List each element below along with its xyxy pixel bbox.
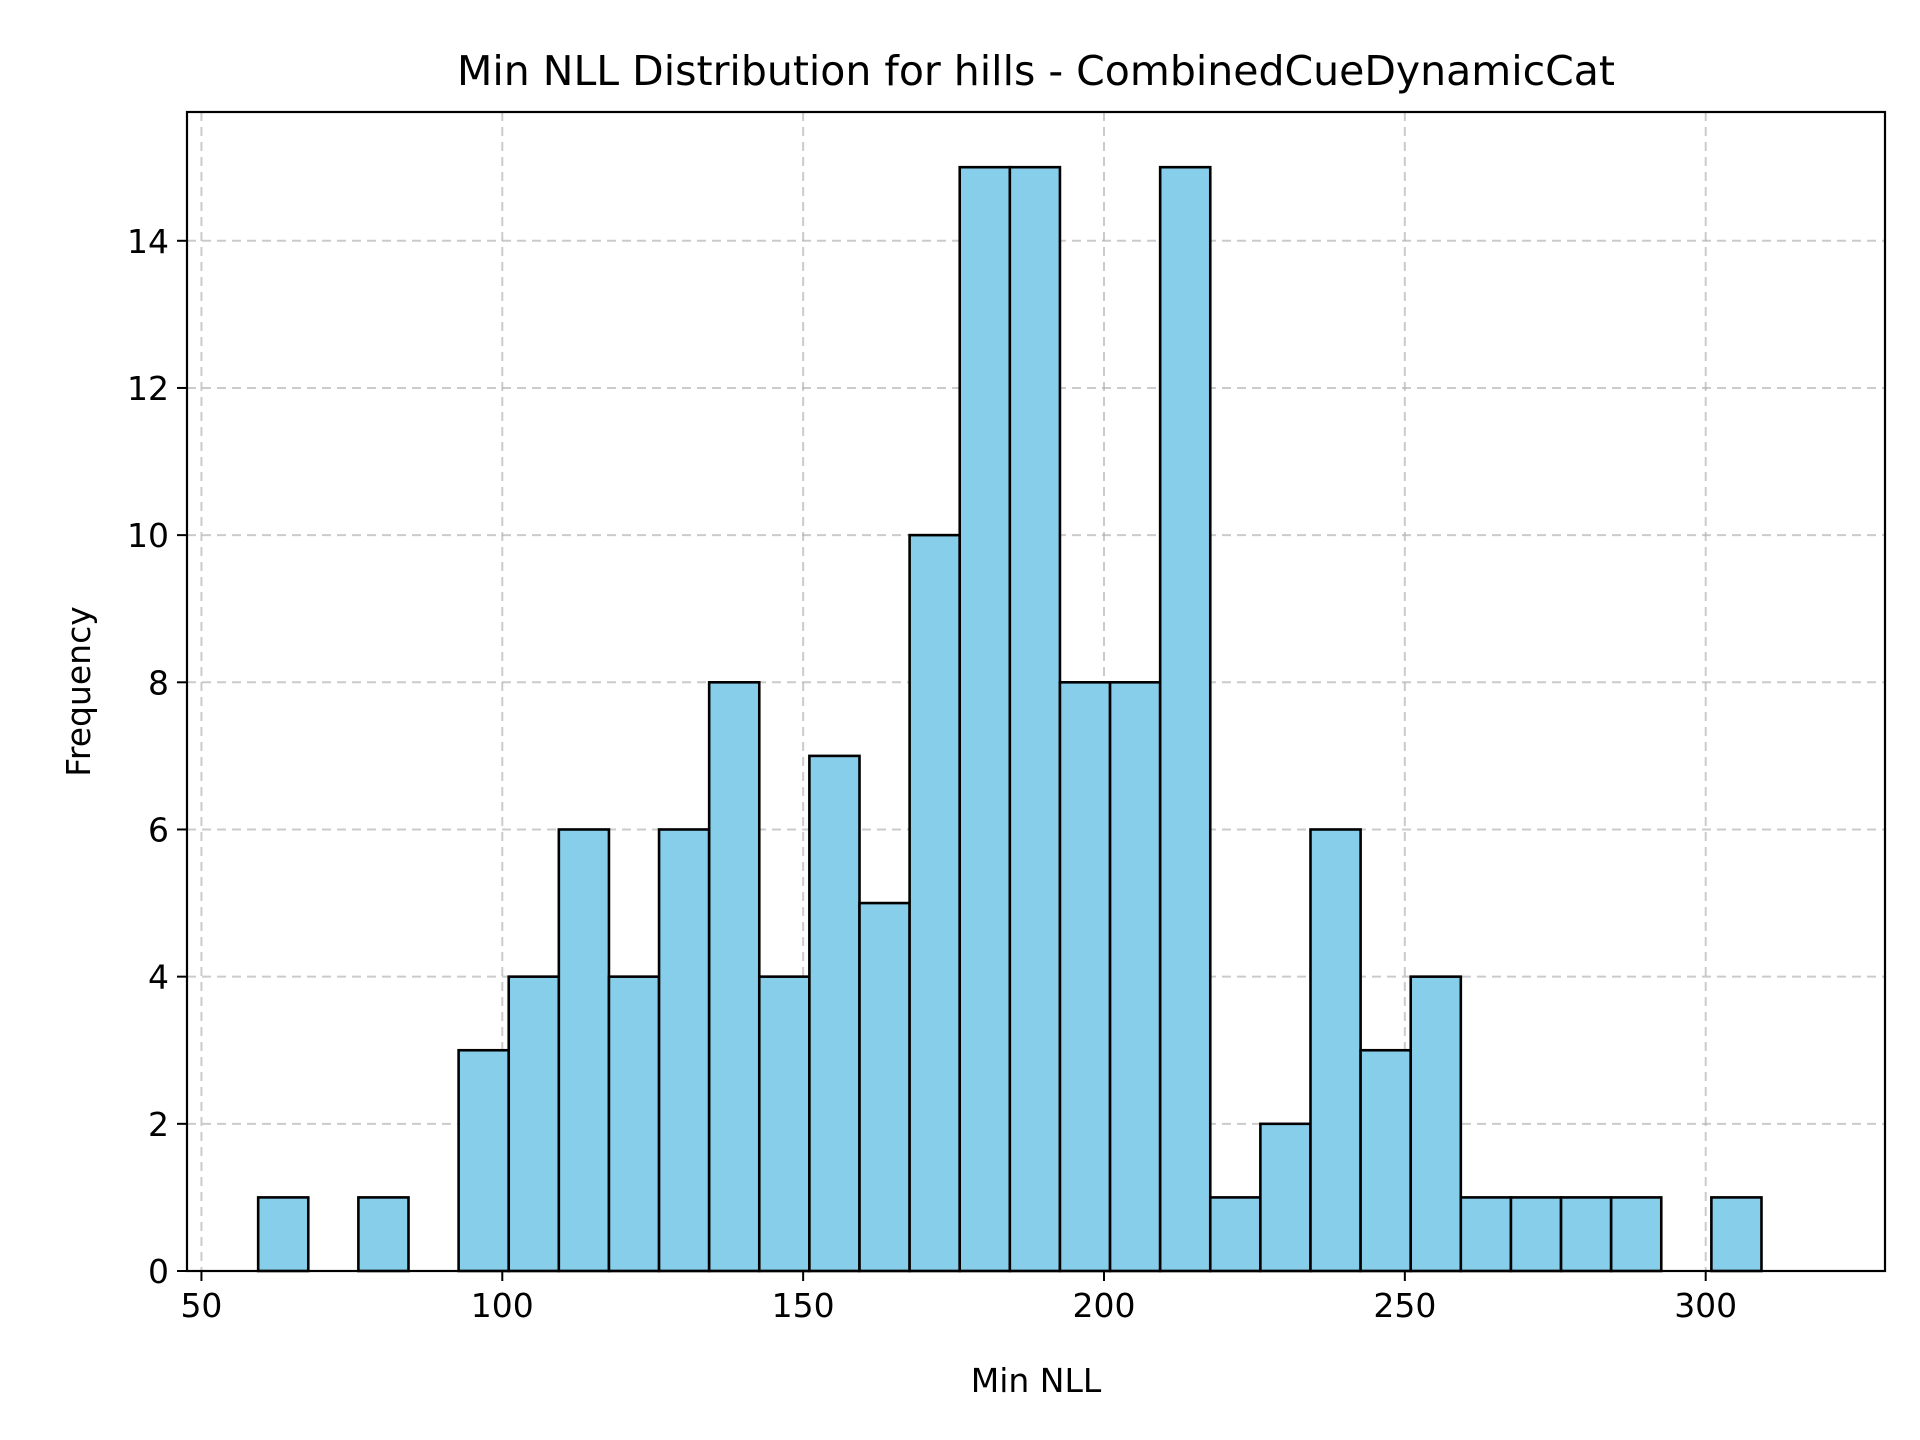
histogram-bar [1309,828,1362,1273]
histogram-bar [1158,165,1212,1273]
y-tick-label: 14 [127,222,169,261]
histogram-bar [757,975,811,1273]
histogram-bar [958,165,1012,1273]
y-axis-label: Frequency [59,606,98,776]
x-tick-label: 100 [471,1286,534,1325]
histogram-bar [1008,165,1062,1273]
y-tick-label: 4 [148,958,169,997]
y-tick-label: 2 [148,1105,169,1144]
histogram-bar [1108,681,1162,1273]
x-tick-label: 150 [772,1286,835,1325]
histogram-bar [1208,1196,1262,1273]
y-tick-label: 8 [148,663,169,702]
x-tick-label: 50 [180,1286,222,1325]
histogram-bar [808,754,861,1273]
histogram-bar [357,1196,410,1273]
histogram-bar [507,975,561,1273]
histogram-bar [1359,1048,1413,1273]
histogram-bar [607,975,661,1273]
histogram-bar [657,828,711,1273]
y-tick-label: 0 [148,1252,169,1291]
histogram-bar [1609,1196,1663,1273]
x-axis-label: Min NLL [971,1361,1102,1400]
plot-frame [185,110,1887,1273]
histogram-bar [256,1196,310,1273]
histogram-bar [1559,1196,1613,1273]
histogram-bar [908,533,962,1273]
bar-layer [256,165,1763,1273]
histogram-bar [1409,975,1463,1273]
x-tick-label: 200 [1072,1286,1135,1325]
histogram-bar [1058,681,1112,1273]
histogram-bar [1459,1196,1513,1273]
histogram-bar [1710,1196,1763,1273]
histogram-bar [457,1048,511,1273]
y-tick-label: 12 [127,369,169,408]
x-tick-label: 250 [1373,1286,1436,1325]
y-tick-label: 6 [148,810,169,849]
histogram-bar [1259,1122,1312,1273]
histogram-bar [557,828,611,1273]
y-tick-label: 10 [127,516,169,555]
x-tick-label: 300 [1674,1286,1737,1325]
histogram-bar [707,681,761,1273]
histogram-bar [858,901,911,1273]
histogram-bar [1509,1196,1563,1273]
tick-layer: 50 100 150 200 250 300 0 2 4 6 8 10 12 14 [127,222,1737,1325]
chart-title: Min NLL Distribution for hills - Combine… [457,47,1615,95]
